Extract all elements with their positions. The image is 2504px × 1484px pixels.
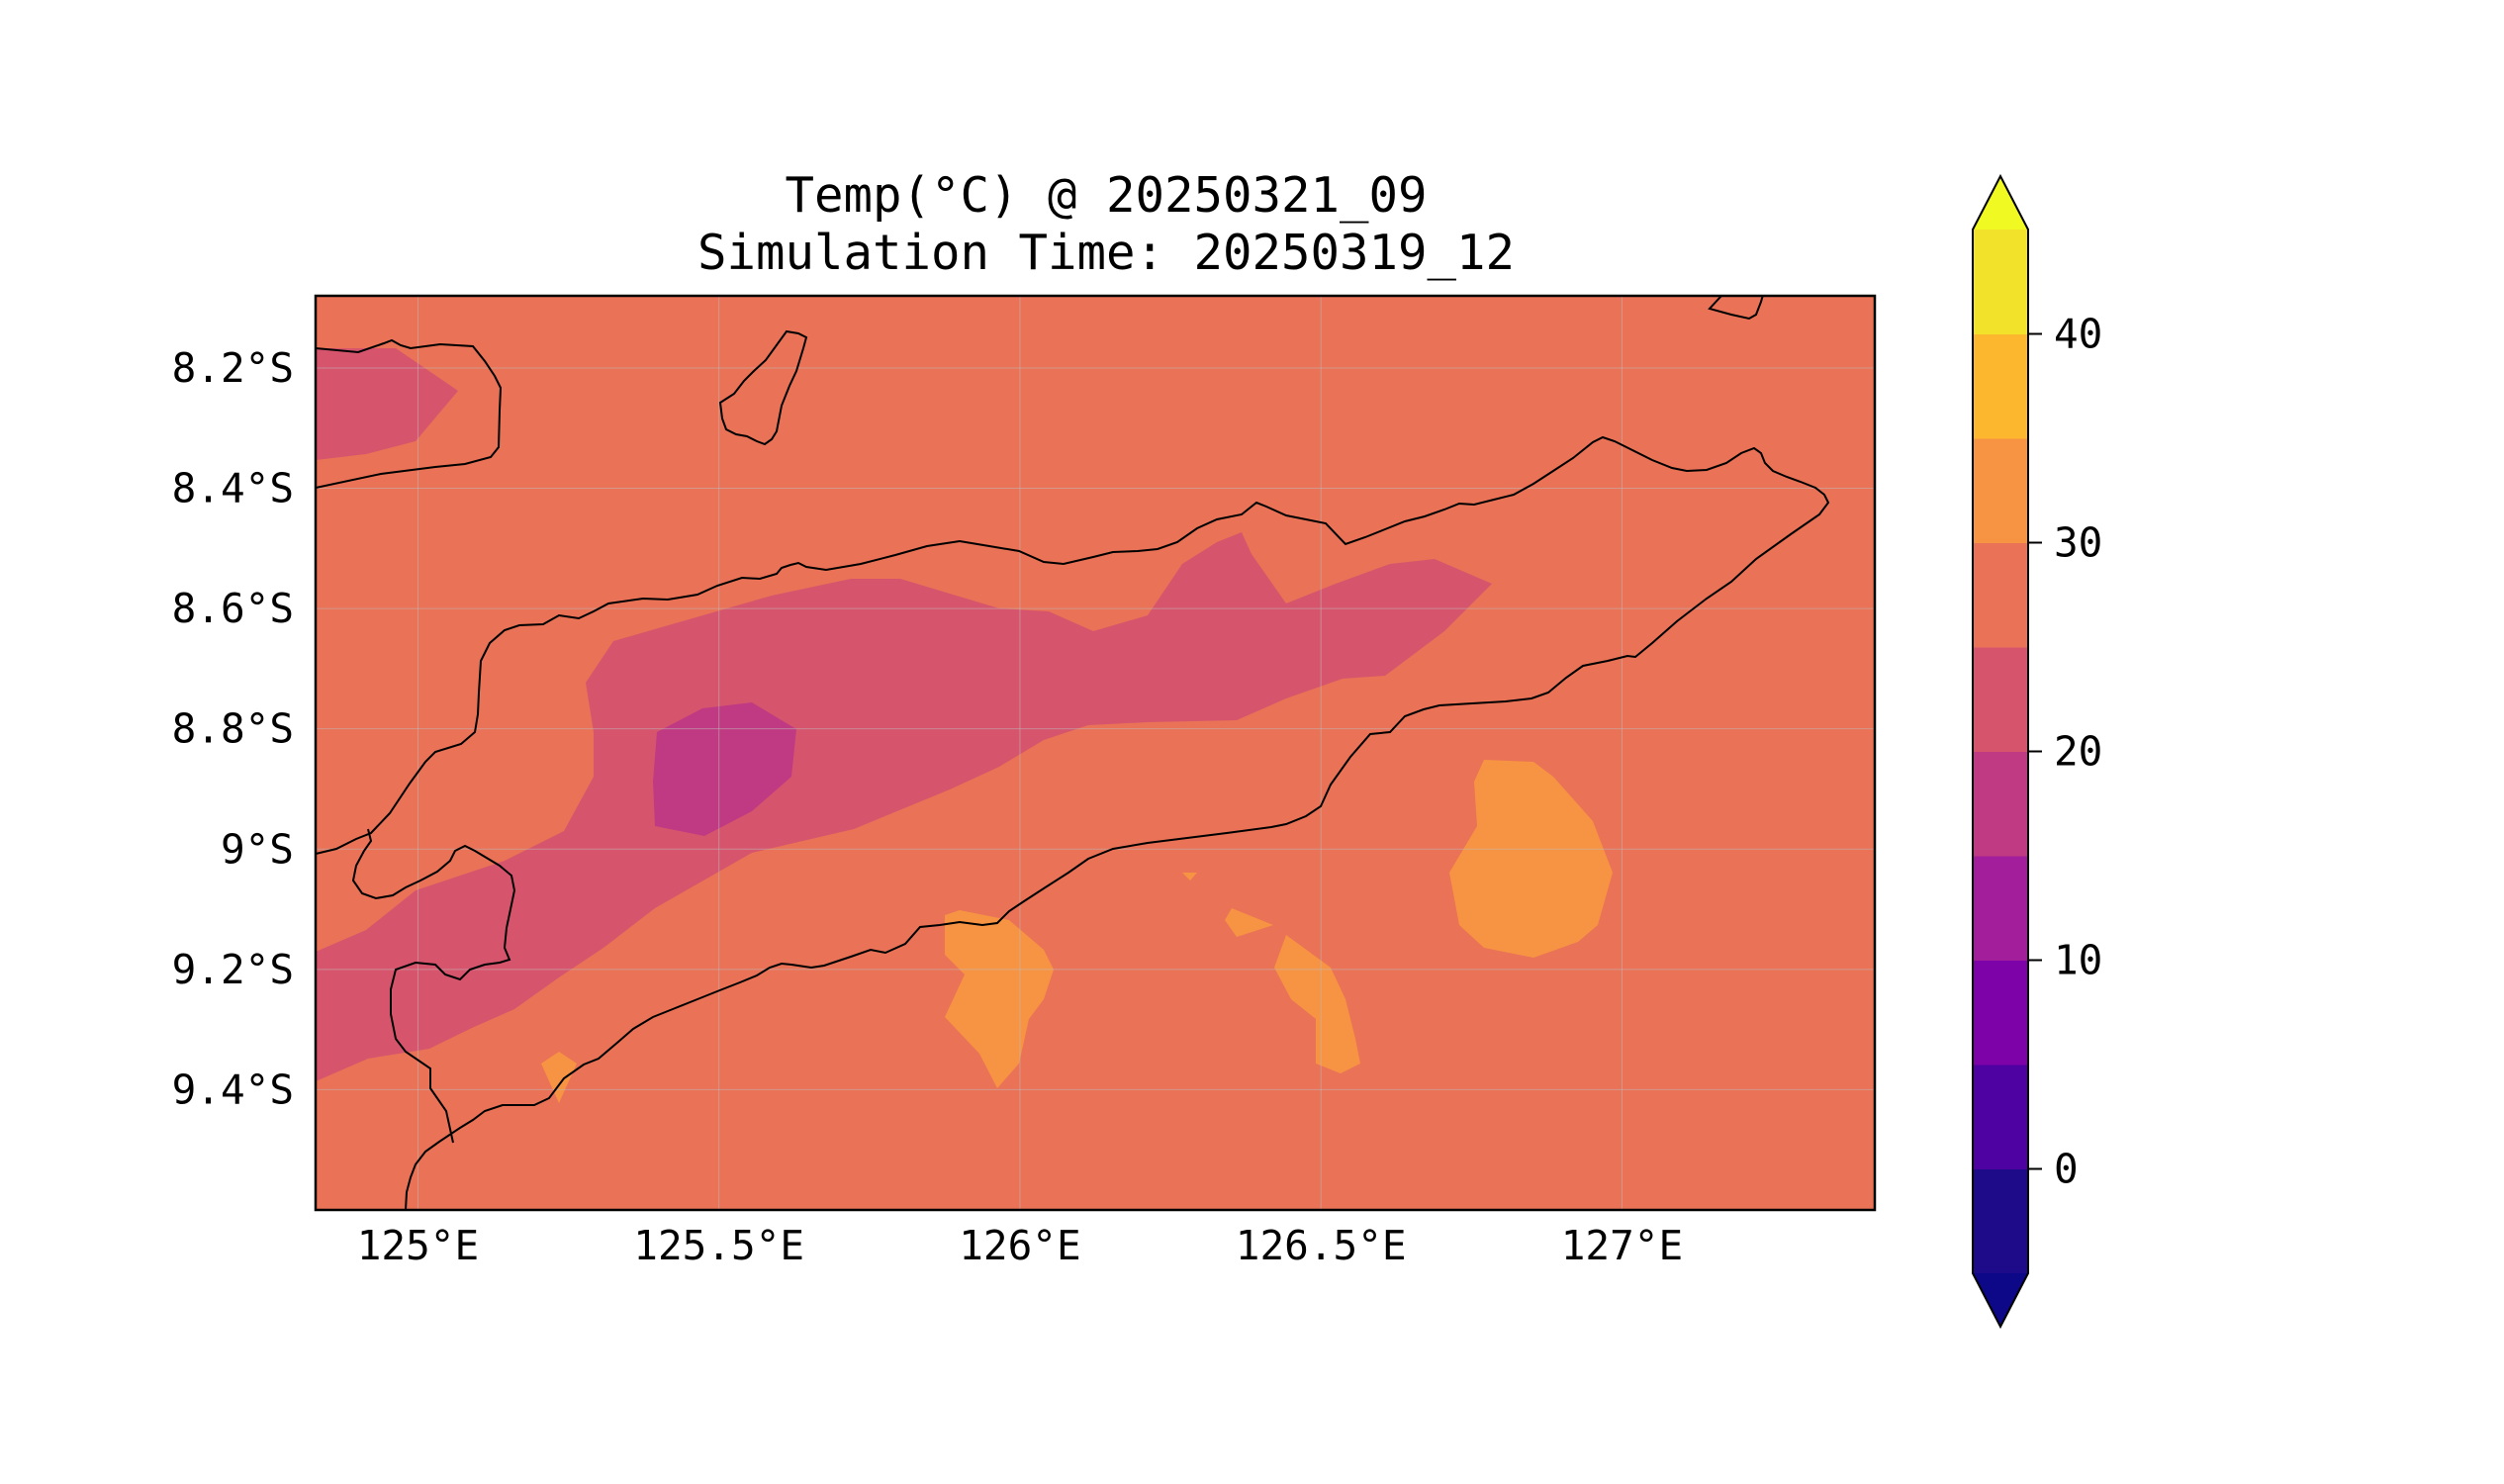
colorbar-segment [1973, 1065, 2028, 1169]
coastline-timor [316, 435, 1830, 1210]
contour-band-15-20 [653, 702, 796, 836]
coastlines [316, 296, 1830, 1210]
colorbar-segment [1973, 647, 2028, 752]
x-tick-label: 126°E [959, 1222, 1080, 1269]
colorbar-segment [1973, 230, 2028, 334]
colorbar-under-extension [1973, 1273, 2028, 1327]
colorbar-body [1972, 173, 2029, 1330]
y-tick-label: 9.4°S [172, 1066, 294, 1113]
y-tick-label: 8.4°S [172, 465, 294, 512]
map-title-line-1: Temp(°C) @ 20250321_09 [785, 167, 1427, 224]
contour-band-30-35-east [1449, 760, 1613, 958]
y-tick-label: 9.2°S [172, 946, 294, 993]
colorbar-tick-label: 20 [2054, 728, 2102, 776]
map-frame [314, 294, 1877, 1212]
map-background [316, 296, 1875, 1210]
coastline-wetar-tip [1708, 296, 1764, 321]
colorbar-tick-label: 30 [2054, 519, 2102, 567]
contour-band-20-25-central [316, 532, 1492, 1081]
contour-band-30-35-south-1 [945, 910, 1054, 1088]
colorbar-segment [1973, 1168, 2028, 1274]
map-title-line-2: Simulation Time: 20250319_12 [697, 225, 1515, 281]
colorbar-segment [1973, 438, 2028, 543]
colorbar-segment [1973, 542, 2028, 648]
colorbar-segment [1973, 333, 2028, 439]
x-tick-label: 125.5°E [633, 1222, 804, 1269]
y-tick-label: 9°S [221, 825, 294, 873]
colorbar-segment [1973, 751, 2028, 857]
colorbar-segment [1973, 960, 2028, 1066]
contour-band-30-35-south-3 [1225, 908, 1273, 937]
coastline-flores-east [316, 338, 503, 489]
colorbar-outline [1972, 173, 2029, 1330]
map-panel [314, 294, 1877, 1212]
x-tick-label: 127°E [1561, 1222, 1683, 1269]
x-tick-label: 126.5°E [1236, 1222, 1407, 1269]
colorbar-tick-label: 10 [2054, 937, 2102, 984]
coastline-timor-west-tail [351, 828, 516, 1144]
y-tick-label: 8.2°S [172, 344, 294, 392]
x-tick-label: 125°E [357, 1222, 479, 1269]
coastline-atauro-island [718, 329, 808, 446]
colorbar-segment [1973, 856, 2028, 961]
contour-band-20-25-northwest [316, 348, 458, 460]
y-tick-label: 8.6°S [172, 585, 294, 632]
colorbar-over-extension [1973, 176, 2028, 230]
x-axis: 125°E 125.5°E 126°E 126.5°E 127°E [357, 1222, 1683, 1269]
colorbar-tick-label: 0 [2054, 1146, 2079, 1193]
colorbar-ticks: 0 10 20 30 40 [2028, 311, 2102, 1193]
y-tick-label: 8.8°S [172, 705, 294, 753]
colorbar: 0 10 20 30 40 [1972, 173, 2102, 1330]
temperature-contours [316, 348, 1613, 1103]
contour-band-30-35-southwest [541, 1052, 577, 1103]
contour-band-30-35-south-4 [1182, 873, 1197, 881]
map-gridlines [316, 296, 1875, 1210]
y-axis: 8.2°S 8.4°S 8.6°S 8.8°S 9°S 9.2°S 9.4°S [172, 344, 294, 1113]
colorbar-tick-label: 40 [2054, 311, 2102, 358]
